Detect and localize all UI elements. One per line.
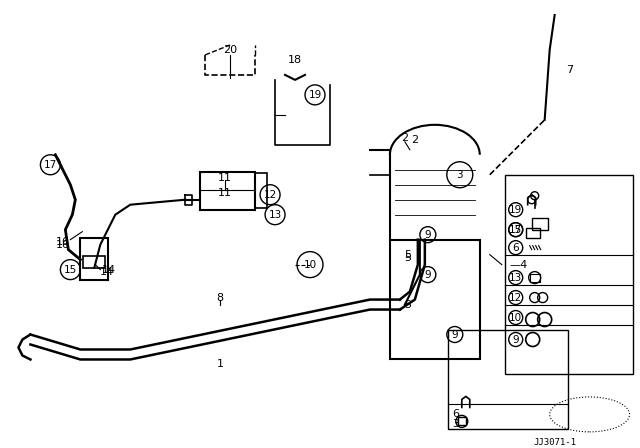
Bar xyxy=(200,172,255,210)
Text: 5: 5 xyxy=(404,300,412,310)
Text: 19: 19 xyxy=(509,205,522,215)
Bar xyxy=(448,330,568,429)
Text: 13: 13 xyxy=(268,210,282,220)
Bar xyxy=(83,256,106,267)
Text: 11: 11 xyxy=(218,173,232,183)
Text: 5: 5 xyxy=(404,253,412,263)
Text: 16: 16 xyxy=(56,240,69,250)
Text: 17: 17 xyxy=(44,160,57,170)
Text: 10: 10 xyxy=(303,259,317,270)
Text: 1: 1 xyxy=(217,359,223,370)
Text: 9: 9 xyxy=(424,230,431,240)
Text: 12: 12 xyxy=(264,190,276,200)
Text: —4: —4 xyxy=(509,259,528,270)
Text: 7: 7 xyxy=(566,65,573,75)
Text: 18: 18 xyxy=(288,55,302,65)
Text: 5: 5 xyxy=(404,250,412,260)
Text: 12: 12 xyxy=(509,293,522,302)
Text: 9: 9 xyxy=(451,330,458,340)
Bar xyxy=(505,175,632,375)
Text: 19: 19 xyxy=(308,90,322,100)
Text: 20: 20 xyxy=(223,45,237,55)
Text: 16: 16 xyxy=(56,237,69,247)
Bar xyxy=(255,173,267,208)
Text: 2: 2 xyxy=(412,135,419,145)
Text: 11: 11 xyxy=(218,188,232,198)
Bar xyxy=(525,228,540,237)
Text: JJ3071-1: JJ3071-1 xyxy=(533,438,576,447)
Bar xyxy=(532,218,548,230)
Text: 3: 3 xyxy=(452,419,459,429)
Text: 9: 9 xyxy=(424,270,431,280)
Bar xyxy=(81,237,108,280)
Text: 13: 13 xyxy=(509,272,522,283)
Text: 17: 17 xyxy=(509,224,522,235)
Text: 2: 2 xyxy=(401,133,408,143)
Text: 14: 14 xyxy=(100,267,115,276)
Text: 15: 15 xyxy=(64,265,77,275)
Text: 14: 14 xyxy=(102,265,116,275)
Text: 6: 6 xyxy=(513,243,519,253)
Text: 10: 10 xyxy=(509,313,522,323)
Bar xyxy=(390,240,480,359)
Text: 8: 8 xyxy=(216,293,224,302)
Text: 15: 15 xyxy=(509,224,522,235)
Text: 9: 9 xyxy=(513,335,519,345)
Text: 6: 6 xyxy=(452,409,459,419)
Text: 3: 3 xyxy=(456,170,463,180)
